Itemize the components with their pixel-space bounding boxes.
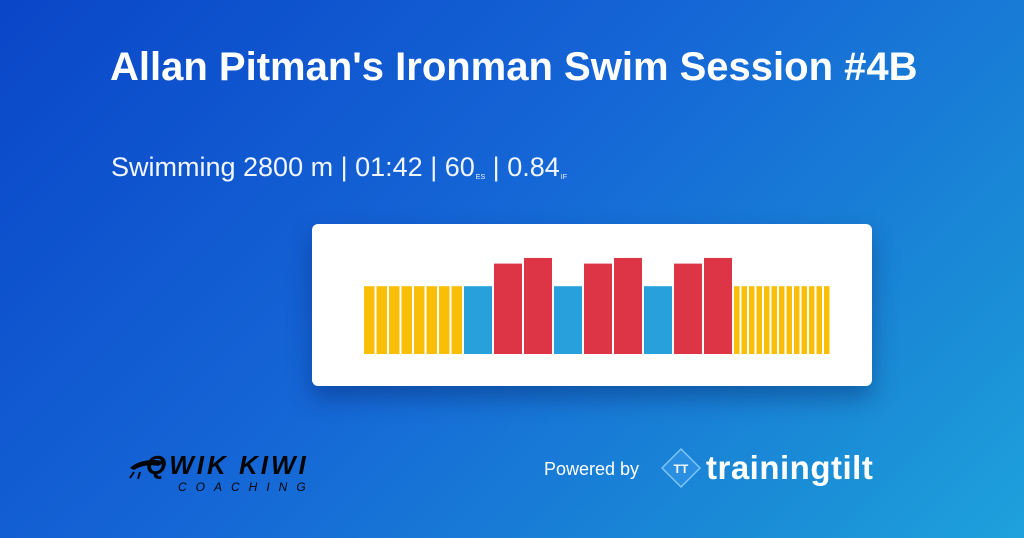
warmup-interval-bar bbox=[451, 286, 462, 354]
warmup-interval-bar bbox=[779, 286, 785, 354]
warmup-interval-bar bbox=[786, 286, 792, 354]
hard-interval-bar bbox=[584, 263, 612, 354]
hard-interval-bar bbox=[674, 263, 702, 354]
if-value: 0.84 bbox=[507, 152, 560, 182]
warmup-interval-bar bbox=[756, 286, 762, 354]
warmup-interval-bar bbox=[389, 286, 400, 354]
coach-name: QWIK KIWI bbox=[146, 450, 309, 480]
warmup-interval-bar bbox=[816, 286, 822, 354]
hard-interval-bar bbox=[494, 263, 522, 354]
es-unit: ES bbox=[475, 174, 486, 181]
hard-interval-bar bbox=[614, 257, 642, 354]
powered-by-label: Powered by bbox=[544, 459, 640, 479]
separator: | bbox=[492, 152, 500, 182]
warmup-interval-bar bbox=[734, 286, 740, 354]
warmup-interval-bar bbox=[809, 286, 815, 354]
warmup-interval-bar bbox=[749, 286, 755, 354]
steady-interval-bar bbox=[644, 286, 672, 354]
logo-mark: TT bbox=[674, 462, 689, 476]
steady-interval-bar bbox=[464, 286, 492, 354]
hard-interval-bar bbox=[704, 257, 732, 354]
warmup-interval-bar bbox=[771, 286, 777, 354]
warmup-interval-bar bbox=[764, 286, 770, 354]
separator: | bbox=[340, 152, 348, 182]
sport-distance: Swimming 2800 m bbox=[111, 152, 334, 182]
workout-profile-chart bbox=[364, 257, 830, 354]
warmup-interval-bar bbox=[364, 286, 375, 354]
es-value: 60 bbox=[444, 152, 475, 182]
warmup-interval-bar bbox=[741, 286, 747, 354]
coach-tagline: COACHING bbox=[178, 480, 315, 494]
warmup-interval-bar bbox=[376, 286, 387, 354]
session-title: Allan Pitman's Ironman Swim Session #4B bbox=[110, 45, 918, 89]
workout-profile-card bbox=[312, 224, 872, 386]
warmup-interval-bar bbox=[824, 286, 830, 354]
session-summary: Swimming 2800 m | 01:42 | 60ES | 0.84IF bbox=[111, 149, 567, 196]
trainingtilt-logo: TT trainingtilt bbox=[660, 447, 910, 489]
warmup-interval-bar bbox=[414, 286, 425, 354]
warmup-interval-bar bbox=[794, 286, 800, 354]
kiwi-bird-icon bbox=[129, 460, 166, 480]
logo-wordmark: trainingtilt bbox=[706, 449, 874, 486]
if-unit: IF bbox=[560, 174, 567, 181]
steady-interval-bar bbox=[554, 286, 582, 354]
warmup-interval-bar bbox=[439, 286, 450, 354]
warmup-interval-bar bbox=[801, 286, 807, 354]
warmup-interval-bar bbox=[426, 286, 437, 354]
duration: 01:42 bbox=[355, 152, 423, 182]
trainingtilt-diamond-icon: TT bbox=[660, 447, 702, 489]
qwik-kiwi-coaching-logo: QWIK KIWI COACHING bbox=[128, 450, 398, 495]
separator: | bbox=[430, 152, 438, 182]
warmup-interval-bar bbox=[401, 286, 412, 354]
hard-interval-bar bbox=[524, 257, 552, 354]
